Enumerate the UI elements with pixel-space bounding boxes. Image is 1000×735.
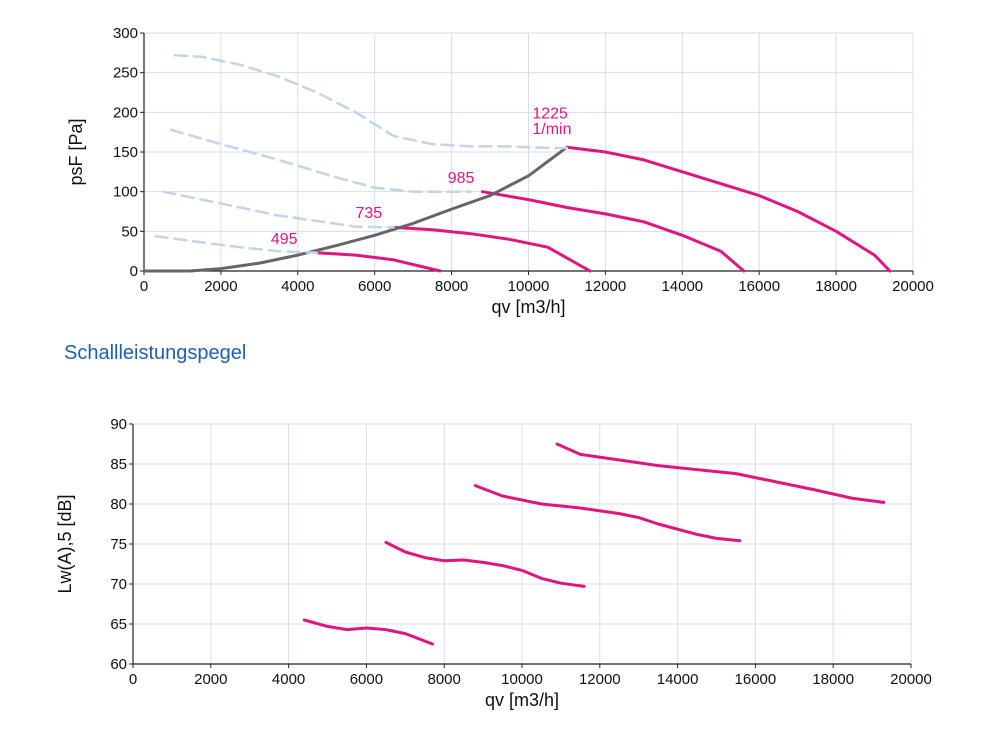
y-tick-label: 60 <box>110 656 127 673</box>
x-tick-label: 14000 <box>657 671 699 688</box>
section-heading-sound-power: Schallleistungspegel <box>64 342 247 364</box>
y-tick-label: 65 <box>110 616 127 633</box>
curve-label: 1/min <box>532 121 571 138</box>
series-line-985 <box>480 190 746 273</box>
y-tick-label: 80 <box>110 496 127 513</box>
x-tick-label: 20000 <box>892 278 934 295</box>
dashed-guide-line <box>161 190 396 229</box>
x-tick-label: 4000 <box>281 278 314 295</box>
x-tick-label: 12000 <box>585 278 627 295</box>
y-tick-label: 70 <box>110 576 127 593</box>
y-tick-label: 100 <box>113 184 138 201</box>
y-tick-label: 90 <box>110 416 127 433</box>
y-tick-label: 300 <box>113 25 138 42</box>
y-tick-label: 85 <box>110 456 127 473</box>
y-tick-label: 50 <box>121 223 138 240</box>
x-axis-label: qv [m3/h] <box>485 690 559 710</box>
curve-label: 495 <box>271 231 298 248</box>
series-line-1225 <box>555 442 886 504</box>
x-tick-label: 10000 <box>508 278 550 295</box>
x-tick-label: 18000 <box>812 671 854 688</box>
system-curve-line <box>142 145 569 273</box>
x-tick-label: 0 <box>140 278 148 295</box>
x-tick-label: 0 <box>129 671 137 688</box>
y-tick-label: 0 <box>130 263 138 280</box>
x-tick-label: 2000 <box>204 278 237 295</box>
x-tick-label: 8000 <box>435 278 468 295</box>
x-tick-label: 8000 <box>428 671 461 688</box>
x-tick-label: 14000 <box>661 278 703 295</box>
y-tick-label: 75 <box>110 536 127 553</box>
series-line-1225 <box>565 145 892 273</box>
x-tick-label: 6000 <box>358 278 391 295</box>
y-tick-label: 250 <box>113 65 138 82</box>
curve-label: 735 <box>355 205 382 222</box>
x-tick-label: 2000 <box>194 671 227 688</box>
curve-label: 1225 <box>532 106 568 123</box>
x-tick-label: 6000 <box>350 671 383 688</box>
series-line-735 <box>384 540 586 588</box>
plot-area <box>133 424 911 664</box>
x-tick-label: 16000 <box>735 671 777 688</box>
dashed-guide-line <box>173 53 569 150</box>
x-tick-label: 10000 <box>501 671 543 688</box>
x-tick-label: 20000 <box>890 671 932 688</box>
y-tick-label: 150 <box>113 144 138 161</box>
pressure-chart: 0 2000 4000 6000 8000 10000 12000 14000 16000 180… <box>66 25 934 317</box>
series-line-985 <box>473 484 742 543</box>
y-axis-label: Lw(A),5 [dB] <box>55 494 75 593</box>
dashed-guide-line <box>169 128 473 193</box>
dashed-guide-line <box>154 234 319 255</box>
x-tick-label: 4000 <box>272 671 305 688</box>
series-line-735 <box>392 225 592 273</box>
curve-label: 985 <box>448 170 475 187</box>
series-line-495 <box>315 251 442 273</box>
x-tick-label: 16000 <box>738 278 780 295</box>
x-axis-label: qv [m3/h] <box>491 297 565 317</box>
series-line-495 <box>302 618 434 646</box>
x-tick-label: 12000 <box>579 671 621 688</box>
y-tick-label: 200 <box>113 104 138 121</box>
x-tick-label: 18000 <box>815 278 857 295</box>
y-axis-label: psF [Pa] <box>66 118 86 185</box>
